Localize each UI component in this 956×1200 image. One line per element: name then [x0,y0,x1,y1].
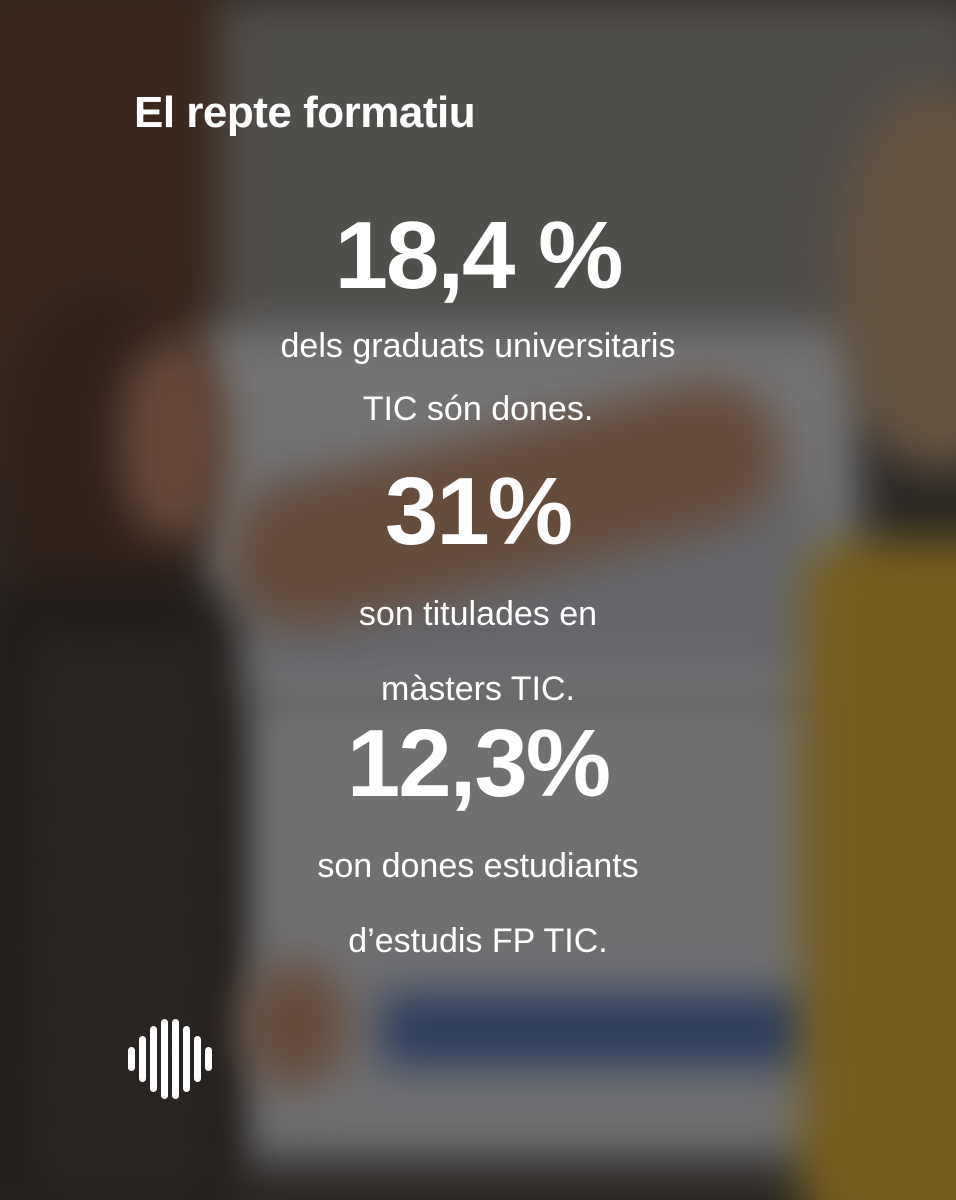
stat-description-line: TIC són dones. [362,390,594,428]
stat-description-line: dels graduats universitaris [280,327,676,365]
stat-description-line: son dones estudiants [317,847,639,885]
stat-description-line: son titulades en [358,595,598,633]
stat-value: 18,4 % [334,202,624,309]
stat-block-vocational: 12,3% son dones estudiants d’estudis FP … [0,716,956,962]
stat-value: 12,3% [346,710,611,817]
slide-title: El repte formatiu [134,88,476,137]
stat-block-masters: 31% son titulades en màsters TIC. [0,464,956,710]
soundwave-logo-icon [128,1019,212,1099]
stat-description-line: màsters TIC. [381,670,575,708]
stat-value: 31% [384,458,573,565]
stat-description-line: d’estudis FP TIC. [348,922,608,960]
stat-block-graduates: 18,4 % dels graduats universitaris TIC s… [0,208,956,430]
